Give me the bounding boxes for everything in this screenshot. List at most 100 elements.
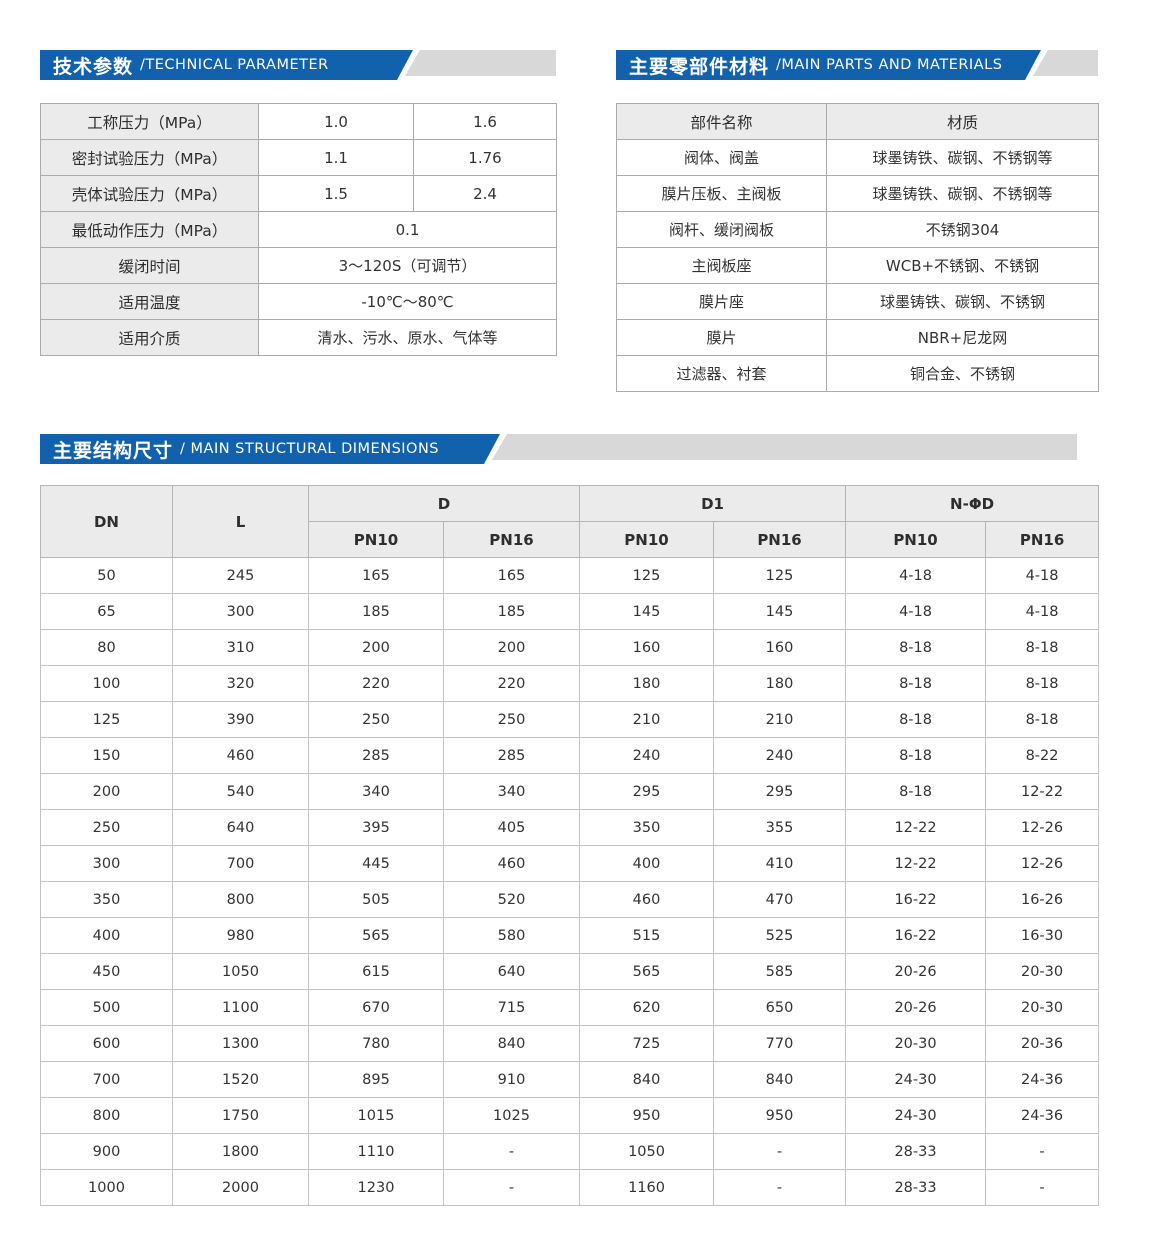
- cell: 8-18: [845, 737, 987, 774]
- cell: 565: [308, 917, 444, 954]
- section-title-en: / MAIN STRUCTURAL DIMENSIONS: [180, 441, 440, 457]
- cell: 200: [308, 629, 444, 666]
- cell: 125: [579, 557, 715, 594]
- cell: 24-36: [985, 1061, 1100, 1098]
- cell: 310: [172, 629, 309, 666]
- cell: 1015: [308, 1097, 444, 1134]
- cell: 800: [172, 881, 309, 918]
- cell: 阀体、阀盖: [616, 139, 827, 176]
- row-label: 壳体试验压力（MPa）: [40, 175, 259, 212]
- cell: 20-26: [845, 953, 987, 990]
- cell: 405: [442, 809, 581, 846]
- table-header-row-sub: PN10 PN16 PN10 PN16 PN10 PN16: [41, 521, 1100, 558]
- structural-dimensions-table: DN L D D1 N-ΦD PN10 PN16 PN10 PN16 PN10 …: [40, 485, 1100, 1206]
- cell: 膜片座: [616, 283, 827, 320]
- table-row: 50 245 165 165 125 125 4-18 4-18: [40, 557, 1100, 594]
- column-header-d-pn10: PN10: [308, 521, 444, 558]
- cell: -: [442, 1169, 581, 1206]
- cell: 8-18: [845, 629, 987, 666]
- table-row: 300 700 445 460 400 410 12-22 12-26: [40, 845, 1100, 882]
- section-title-en: /TECHNICAL PARAMETER: [140, 57, 329, 73]
- cell: 300: [40, 845, 173, 882]
- cell: 460: [172, 737, 309, 774]
- cell: 950: [713, 1097, 847, 1134]
- cell: 1110: [308, 1133, 444, 1170]
- section-title-zh: 主要零部件材料: [629, 55, 770, 78]
- row-label: 工称压力（MPa）: [40, 103, 259, 140]
- cell: 1750: [172, 1097, 309, 1134]
- row-label: 密封试验压力（MPa）: [40, 139, 259, 176]
- column-header-part-name: 部件名称: [616, 103, 827, 140]
- cell: -: [713, 1169, 847, 1206]
- cell: 球墨铸铁、碳钢、不锈钢: [826, 283, 1099, 320]
- cell: 12-26: [985, 809, 1100, 846]
- table-row: 缓闭时间 3～120S（可调节）: [40, 247, 557, 284]
- table-row: 膜片座 球墨铸铁、碳钢、不锈钢: [616, 283, 1099, 320]
- cell: 膜片: [616, 319, 827, 356]
- cell: 770: [713, 1025, 847, 1062]
- cell: 24-36: [985, 1097, 1100, 1134]
- cell: 12-26: [985, 845, 1100, 882]
- banner-gray-bar: [405, 50, 556, 76]
- cell: 1050: [172, 953, 309, 990]
- cell: 20-30: [985, 989, 1100, 1026]
- table-row: 800 1750 1015 1025 950 950 24-30 24-36: [40, 1097, 1100, 1134]
- cell: 715: [442, 989, 581, 1026]
- table-row: 主阀板座 WCB+不锈钢、不锈钢: [616, 247, 1099, 284]
- cell: 28-33: [845, 1133, 987, 1170]
- table-row: 350 800 505 520 460 470 16-22 16-26: [40, 881, 1100, 918]
- cell: 不锈钢304: [826, 211, 1099, 248]
- cell: WCB+不锈钢、不锈钢: [826, 247, 1099, 284]
- cell: 250: [308, 701, 444, 738]
- cell: 220: [442, 665, 581, 702]
- cell: 100: [40, 665, 173, 702]
- cell: 球墨铸铁、碳钢、不锈钢等: [826, 175, 1099, 212]
- cell: 主阀板座: [616, 247, 827, 284]
- column-header-material: 材质: [826, 103, 1099, 140]
- cell: 700: [40, 1061, 173, 1098]
- cell: 12-22: [845, 845, 987, 882]
- cell: 20-26: [845, 989, 987, 1026]
- table-row: 膜片压板、主阀板 球墨铸铁、碳钢、不锈钢等: [616, 175, 1099, 212]
- row-value: 2.4: [413, 175, 557, 212]
- cell: 210: [579, 701, 715, 738]
- table-row: 阀杆、缓闭阀板 不锈钢304: [616, 211, 1099, 248]
- table-row: 过滤器、衬套 铜合金、不锈钢: [616, 355, 1099, 392]
- column-header-d-pn16: PN16: [442, 521, 581, 558]
- cell: 250: [442, 701, 581, 738]
- technical-parameter-table: 工称压力（MPa） 1.0 1.6 密封试验压力（MPa） 1.1 1.76 壳体试验压力（…: [40, 103, 557, 356]
- cell: 16-22: [845, 881, 987, 918]
- cell: 400: [579, 845, 715, 882]
- table-row: 900 1800 1110-1050-28-33-: [40, 1133, 1100, 1170]
- cell: 80: [40, 629, 173, 666]
- table-row: 阀体、阀盖 球墨铸铁、碳钢、不锈钢等: [616, 139, 1099, 176]
- cell: 8-18: [845, 665, 987, 702]
- cell: 395: [308, 809, 444, 846]
- cell: 1050: [579, 1133, 715, 1170]
- cell: 145: [579, 593, 715, 630]
- cell: 245: [172, 557, 309, 594]
- cell: 65: [40, 593, 173, 630]
- column-group-d: D: [307, 485, 581, 522]
- cell: 525: [713, 917, 847, 954]
- table-row: 适用介质 清水、污水、原水、气体等: [40, 319, 557, 356]
- cell: 800: [40, 1097, 173, 1134]
- row-value: 1.1: [258, 139, 414, 176]
- cell: 165: [442, 557, 581, 594]
- table-row: 膜片 NBR+尼龙网: [616, 319, 1099, 356]
- cell: 350: [40, 881, 173, 918]
- cell: 16-30: [985, 917, 1100, 954]
- cell: 165: [308, 557, 444, 594]
- cell: 1160: [579, 1169, 715, 1206]
- column-header-d1-pn16: PN16: [713, 521, 847, 558]
- cell: 1025: [442, 1097, 581, 1134]
- cell: 980: [172, 917, 309, 954]
- cell: -: [713, 1133, 847, 1170]
- table-row: 125 390 250 250 210 210 8-18 8-18: [40, 701, 1100, 738]
- cell: 1520: [172, 1061, 309, 1098]
- cell: 180: [579, 665, 715, 702]
- table-row: 400 980 565 580 515 525 16-22 16-30: [40, 917, 1100, 954]
- cell: 240: [579, 737, 715, 774]
- cell: 220: [308, 665, 444, 702]
- table-row: 80 310 200 200 160 160 8-18 8-18: [40, 629, 1100, 666]
